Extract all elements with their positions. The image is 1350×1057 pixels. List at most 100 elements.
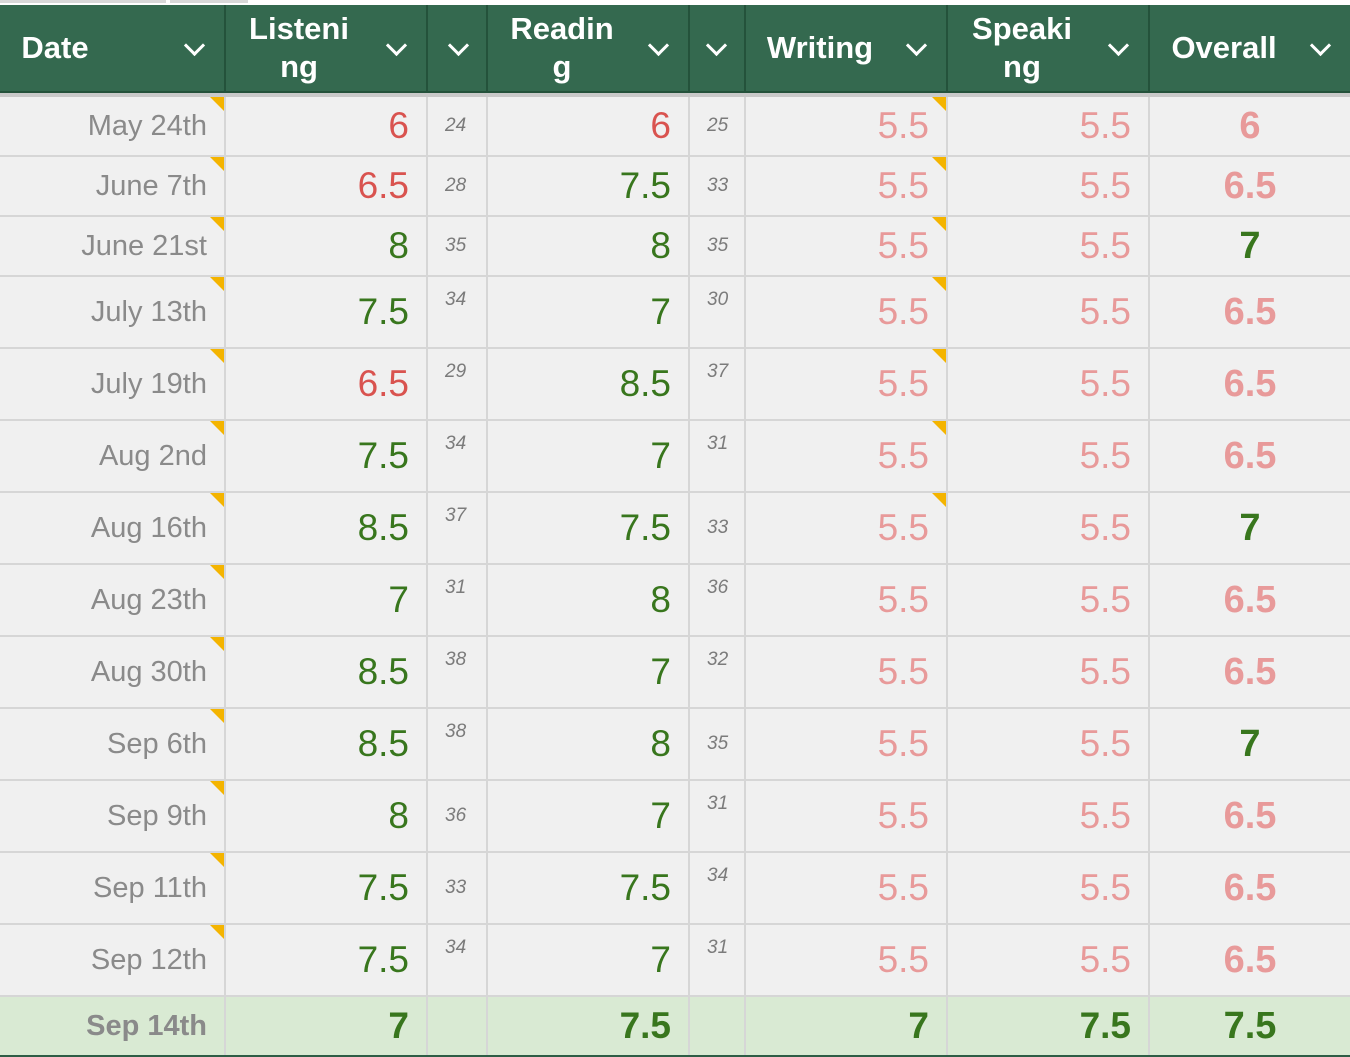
- cell-writing[interactable]: 5.5: [745, 97, 948, 157]
- cell-listening[interactable]: 6.5: [225, 348, 428, 421]
- cell-speaking[interactable]: 5.5: [947, 156, 1150, 217]
- cell-date[interactable]: Aug 23th: [0, 564, 226, 637]
- cell-listening-raw[interactable]: 34: [427, 924, 488, 997]
- cell-speaking[interactable]: 5.5: [947, 492, 1150, 565]
- cell-reading[interactable]: 8.5: [487, 348, 690, 421]
- cell-writing[interactable]: 5.5: [745, 216, 948, 277]
- cell-overall[interactable]: 6.5: [1149, 636, 1350, 709]
- cell-speaking[interactable]: 5.5: [947, 636, 1150, 709]
- filter-dropdown-icon[interactable]: [905, 34, 928, 57]
- cell-listening-raw[interactable]: 36: [427, 780, 488, 853]
- cell-listening[interactable]: 7: [225, 996, 428, 1057]
- cell-listening[interactable]: 7.5: [225, 852, 428, 925]
- cell-writing[interactable]: 5.5: [745, 636, 948, 709]
- cell-writing[interactable]: 5.5: [745, 420, 948, 493]
- filter-dropdown-icon[interactable]: [447, 34, 470, 57]
- cell-reading-raw[interactable]: 32: [689, 636, 746, 709]
- cell-overall[interactable]: 7: [1149, 216, 1350, 277]
- cell-reading-raw[interactable]: 35: [689, 216, 746, 277]
- col-header-reading[interactable]: Readin g: [487, 5, 690, 93]
- filter-dropdown-icon[interactable]: [385, 34, 408, 57]
- cell-listening[interactable]: 8.5: [225, 708, 428, 781]
- cell-reading[interactable]: 6: [487, 97, 690, 157]
- cell-writing[interactable]: 5.5: [745, 276, 948, 349]
- cell-listening[interactable]: 8: [225, 216, 428, 277]
- cell-overall[interactable]: 6.5: [1149, 156, 1350, 217]
- col-header-speaking[interactable]: Speaki ng: [947, 5, 1150, 93]
- cell-writing[interactable]: 5.5: [745, 564, 948, 637]
- cell-date[interactable]: July 19th: [0, 348, 226, 421]
- cell-date[interactable]: May 24th: [0, 97, 226, 157]
- cell-speaking[interactable]: 5.5: [947, 564, 1150, 637]
- cell-speaking[interactable]: 5.5: [947, 348, 1150, 421]
- cell-date[interactable]: Aug 30th: [0, 636, 226, 709]
- cell-speaking[interactable]: 5.5: [947, 216, 1150, 277]
- col-header-writing[interactable]: Writing: [745, 5, 948, 93]
- cell-overall[interactable]: 6.5: [1149, 276, 1350, 349]
- cell-listening-raw[interactable]: 38: [427, 636, 488, 709]
- cell-reading[interactable]: 7.5: [487, 852, 690, 925]
- cell-date[interactable]: Sep 11th: [0, 852, 226, 925]
- cell-writing[interactable]: 5.5: [745, 924, 948, 997]
- cell-reading-raw[interactable]: 35: [689, 708, 746, 781]
- cell-reading[interactable]: 7.5: [487, 996, 690, 1057]
- cell-writing[interactable]: 5.5: [745, 852, 948, 925]
- cell-reading-raw[interactable]: 25: [689, 97, 746, 157]
- filter-dropdown-icon[interactable]: [183, 34, 206, 57]
- filter-dropdown-icon[interactable]: [1309, 34, 1332, 57]
- cell-listening-raw[interactable]: 38: [427, 708, 488, 781]
- cell-date[interactable]: June 7th: [0, 156, 226, 217]
- cell-listening[interactable]: 7.5: [225, 924, 428, 997]
- cell-listening-raw[interactable]: 34: [427, 276, 488, 349]
- cell-reading-raw[interactable]: 37: [689, 348, 746, 421]
- filter-dropdown-icon[interactable]: [647, 34, 670, 57]
- cell-overall[interactable]: 6.5: [1149, 420, 1350, 493]
- cell-overall[interactable]: 6.5: [1149, 852, 1350, 925]
- cell-writing[interactable]: 5.5: [745, 348, 948, 421]
- cell-overall[interactable]: 7.5: [1149, 996, 1350, 1057]
- cell-reading-raw[interactable]: 33: [689, 156, 746, 217]
- cell-writing[interactable]: 5.5: [745, 156, 948, 217]
- cell-listening[interactable]: 8.5: [225, 636, 428, 709]
- cell-listening-raw[interactable]: 29: [427, 348, 488, 421]
- cell-reading-raw[interactable]: 33: [689, 492, 746, 565]
- cell-reading-raw[interactable]: 31: [689, 924, 746, 997]
- cell-speaking[interactable]: 5.5: [947, 97, 1150, 157]
- cell-date[interactable]: Aug 16th: [0, 492, 226, 565]
- col-header-listening[interactable]: Listeni ng: [225, 5, 428, 93]
- cell-speaking[interactable]: 5.5: [947, 420, 1150, 493]
- cell-listening-raw[interactable]: 24: [427, 97, 488, 157]
- cell-reading[interactable]: 7: [487, 924, 690, 997]
- cell-reading[interactable]: 8: [487, 564, 690, 637]
- cell-date[interactable]: June 21st: [0, 216, 226, 277]
- cell-reading[interactable]: 7.5: [487, 492, 690, 565]
- cell-listening[interactable]: 6.5: [225, 156, 428, 217]
- cell-overall[interactable]: 6.5: [1149, 780, 1350, 853]
- cell-listening[interactable]: 8: [225, 780, 428, 853]
- cell-writing[interactable]: 5.5: [745, 492, 948, 565]
- cell-date[interactable]: Sep 6th: [0, 708, 226, 781]
- cell-overall[interactable]: 6.5: [1149, 564, 1350, 637]
- col-header-date[interactable]: Date: [0, 5, 226, 93]
- cell-reading-raw[interactable]: [689, 996, 746, 1057]
- cell-date[interactable]: Sep 12th: [0, 924, 226, 997]
- col-header-reading-raw[interactable]: [689, 5, 746, 93]
- cell-overall[interactable]: 6: [1149, 97, 1350, 157]
- filter-dropdown-icon[interactable]: [705, 34, 728, 57]
- cell-reading-raw[interactable]: 34: [689, 852, 746, 925]
- cell-reading-raw[interactable]: 31: [689, 420, 746, 493]
- cell-date[interactable]: Sep 14th: [0, 996, 226, 1057]
- cell-listening-raw[interactable]: 33: [427, 852, 488, 925]
- cell-writing[interactable]: 5.5: [745, 780, 948, 853]
- cell-reading[interactable]: 7: [487, 276, 690, 349]
- col-header-listening-raw[interactable]: [427, 5, 488, 93]
- cell-writing[interactable]: 5.5: [745, 708, 948, 781]
- cell-reading-raw[interactable]: 30: [689, 276, 746, 349]
- col-header-overall[interactable]: Overall: [1149, 5, 1350, 93]
- cell-listening[interactable]: 7.5: [225, 420, 428, 493]
- cell-reading[interactable]: 7: [487, 780, 690, 853]
- cell-date[interactable]: Sep 9th: [0, 780, 226, 853]
- cell-listening-raw[interactable]: 37: [427, 492, 488, 565]
- cell-listening[interactable]: 6: [225, 97, 428, 157]
- cell-overall[interactable]: 6.5: [1149, 924, 1350, 997]
